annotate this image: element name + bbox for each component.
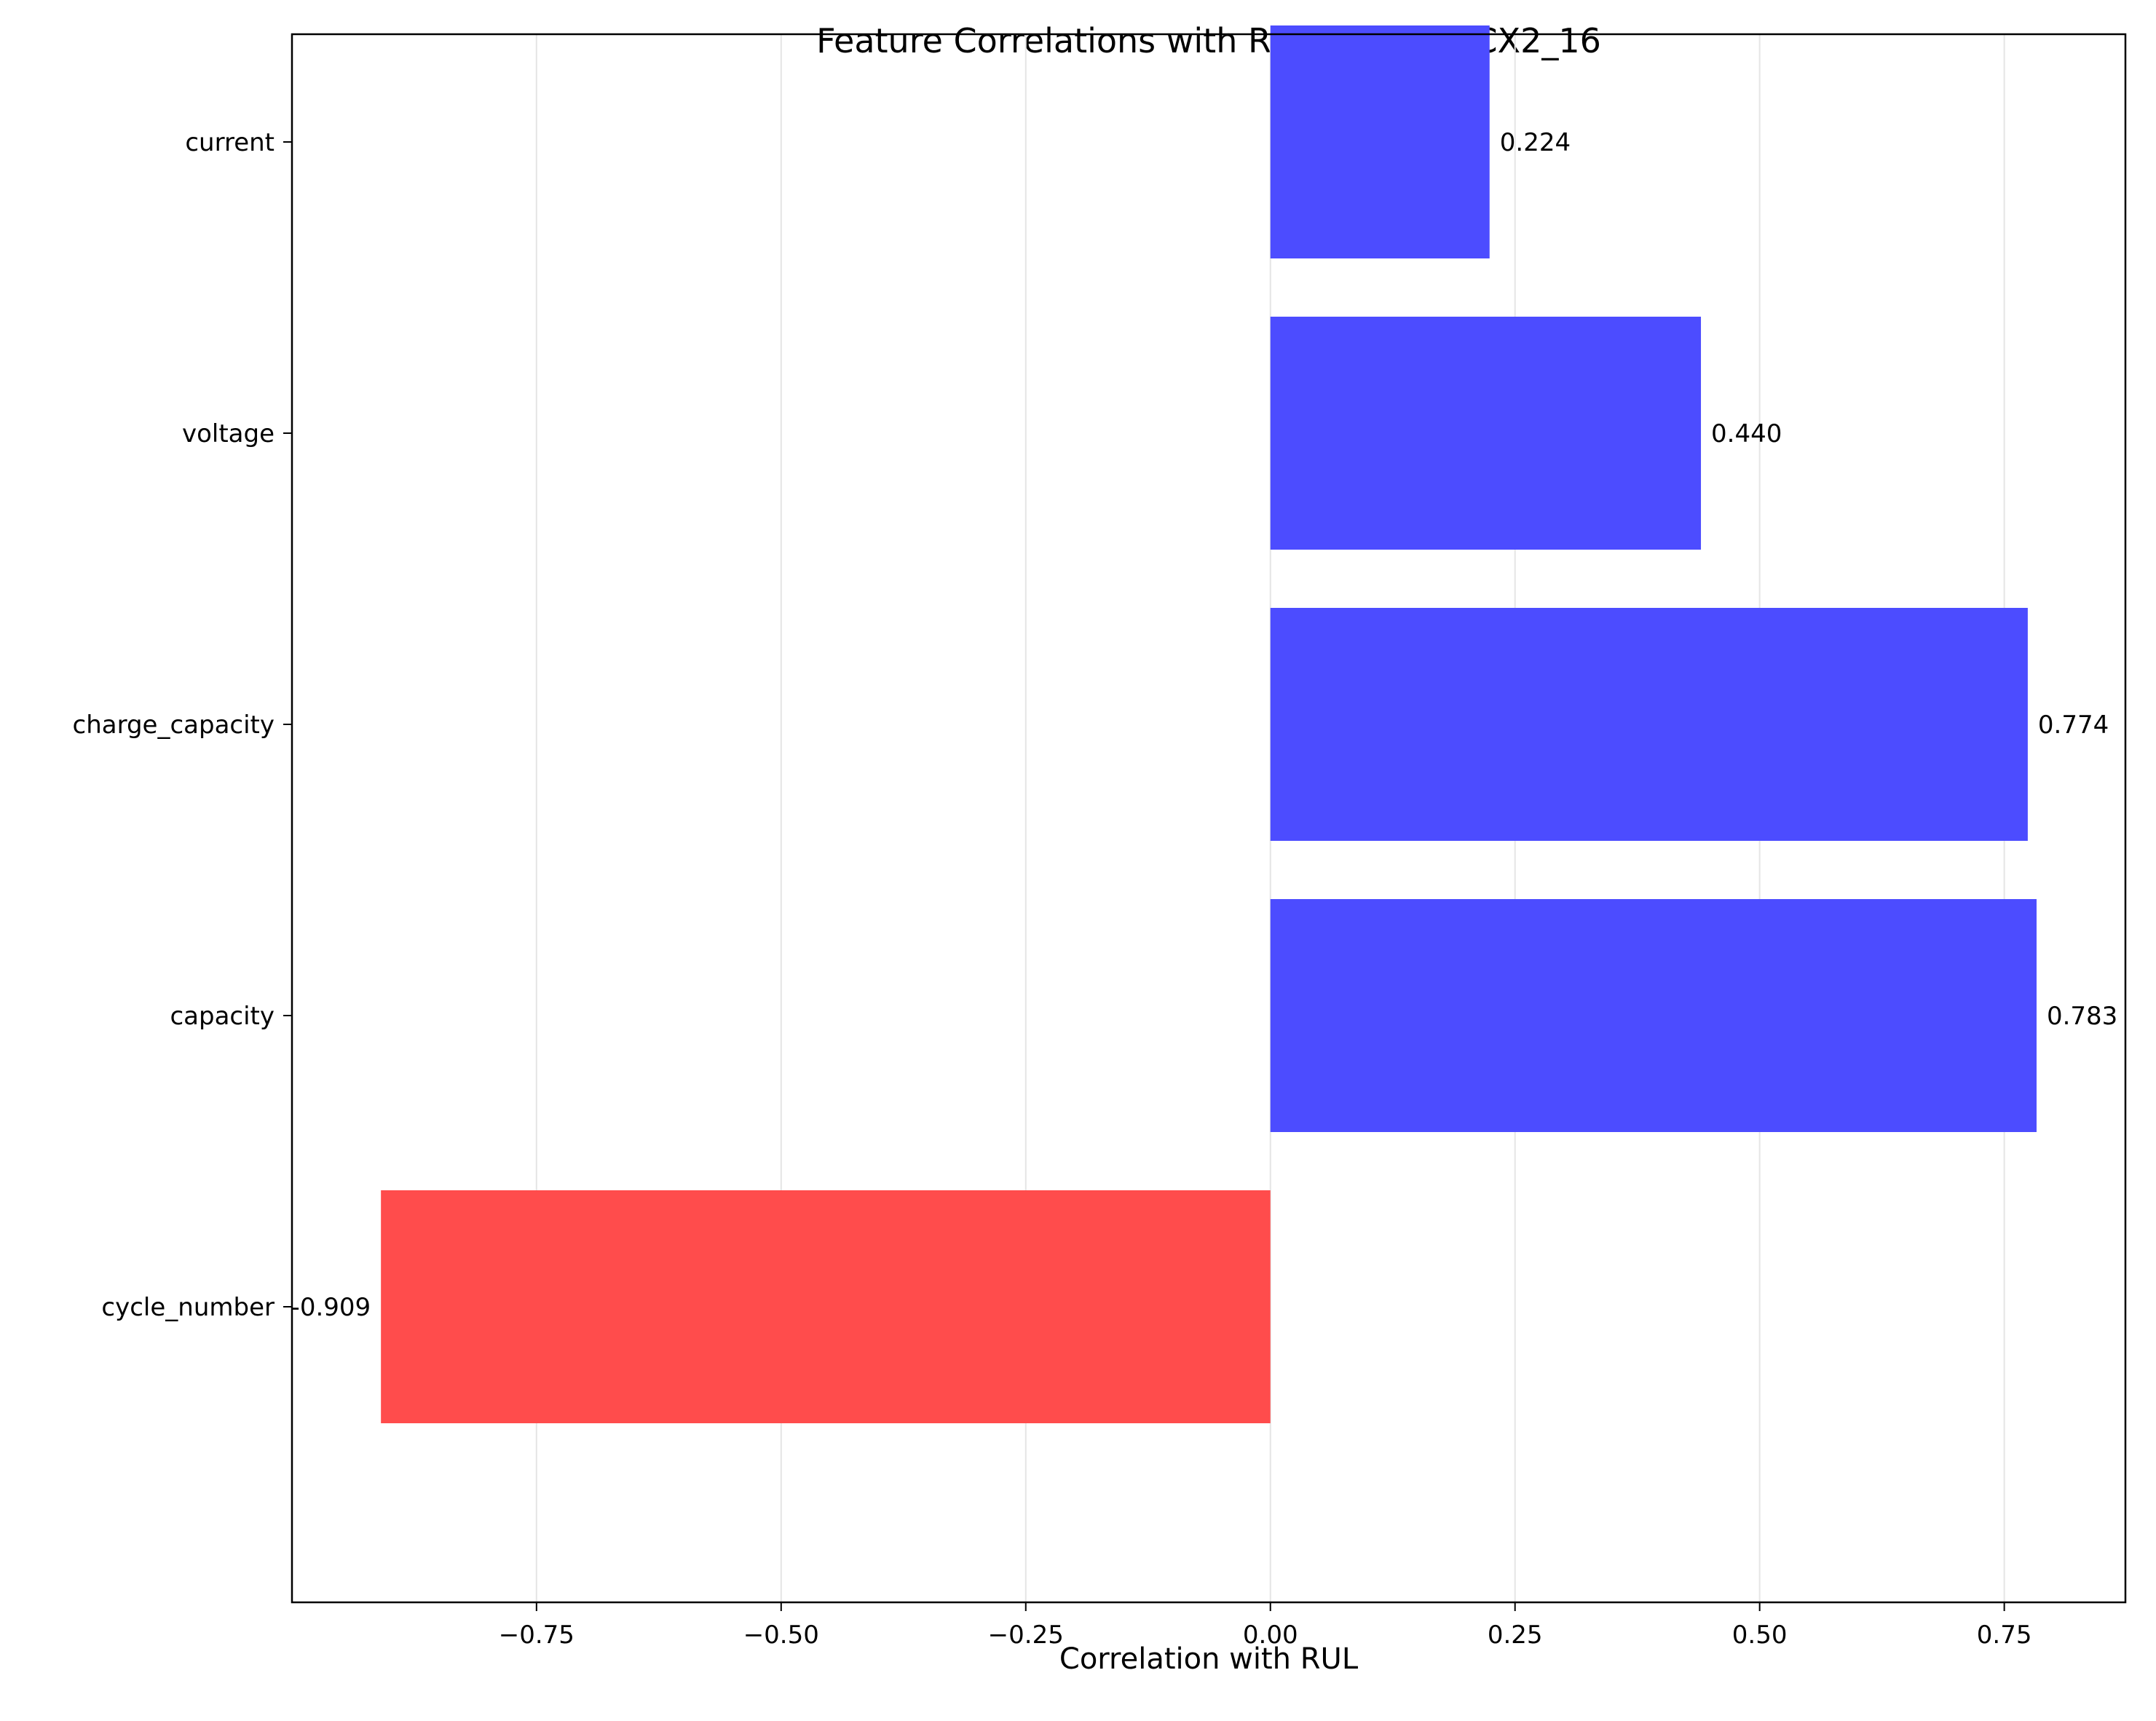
data-label-cycle-number: -0.909 — [291, 1293, 371, 1322]
x-tick-label: 0.50 — [1732, 1621, 1788, 1650]
x-tick-label: 0.75 — [1977, 1621, 2032, 1650]
bar-voltage — [1270, 317, 1702, 550]
bar-capacity — [1270, 899, 2037, 1132]
bar-current — [1270, 25, 1490, 258]
bars — [381, 25, 2037, 1423]
data-label-capacity: 0.783 — [2047, 1002, 2117, 1031]
y-tick-label: cycle_number — [101, 1293, 275, 1322]
x-tick-label: −0.25 — [988, 1621, 1064, 1650]
x-tick-label: 0.25 — [1488, 1621, 1543, 1650]
bar-cycle-number — [381, 1190, 1271, 1423]
y-tick-label: charge_capacity — [73, 711, 275, 740]
data-label-current: 0.224 — [1500, 128, 1571, 157]
plot-frame — [291, 33, 2127, 1604]
x-axis-label: Correlation with RUL — [1059, 1642, 1359, 1676]
data-labels: 0.224 0.440 0.774 0.783 -0.909 — [291, 128, 2118, 1322]
y-tick-label: capacity — [170, 1002, 275, 1031]
ticks: −0.75 −0.50 −0.25 0.00 0.25 0.50 0.75 current vo… — [73, 128, 2032, 1650]
bar-charge-capacity — [1270, 608, 2028, 841]
y-tick-label: voltage — [182, 419, 275, 448]
data-label-voltage: 0.440 — [1711, 419, 1782, 448]
y-tick-label: current — [185, 128, 275, 157]
data-label-charge-capacity: 0.774 — [2038, 711, 2109, 740]
x-tick-label: −0.50 — [743, 1621, 819, 1650]
x-tick-label: 0.00 — [1243, 1621, 1298, 1650]
x-tick-label: −0.75 — [499, 1621, 574, 1650]
